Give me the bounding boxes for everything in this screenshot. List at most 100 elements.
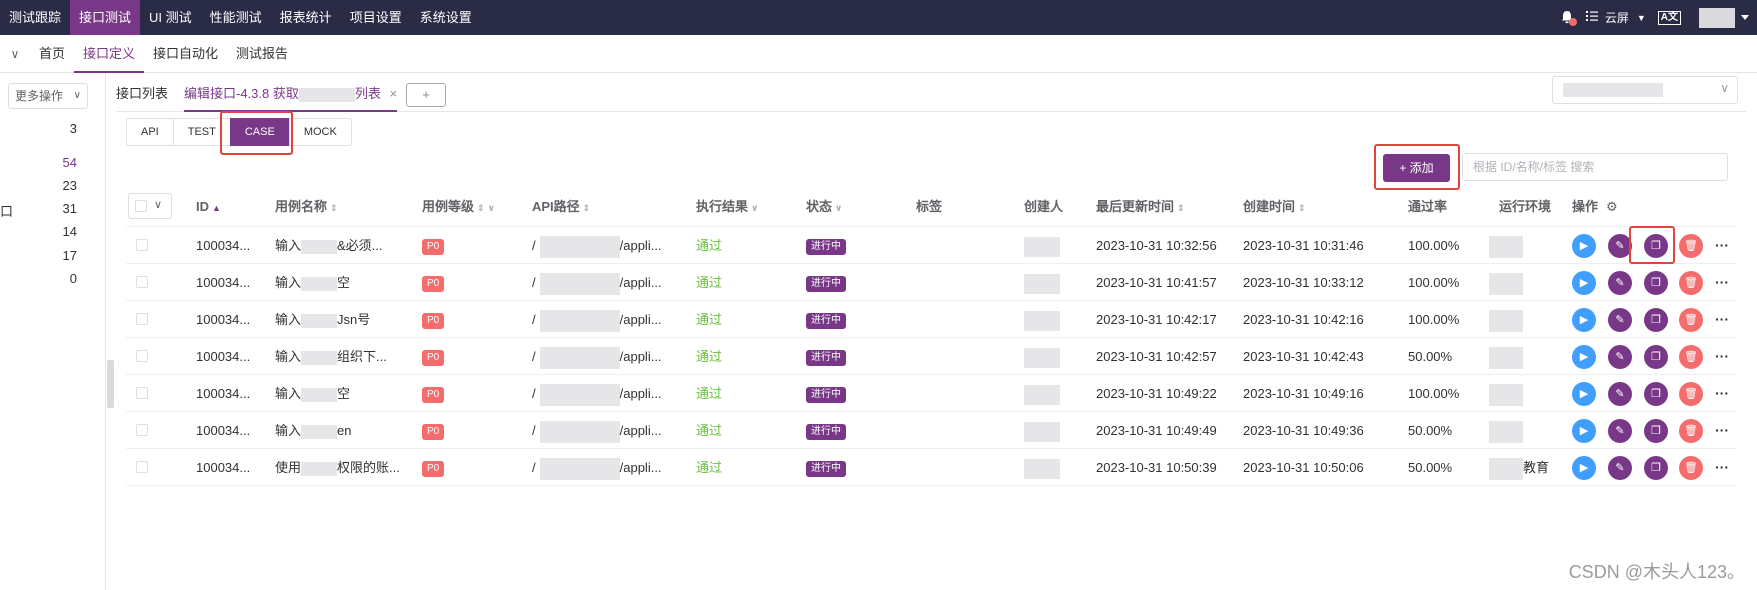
copy-icon[interactable]: ❐ xyxy=(1644,345,1668,369)
project-select[interactable]: ∨ xyxy=(1552,76,1738,104)
tree-node[interactable]: 口 31 xyxy=(0,201,77,219)
table-row[interactable]: 100034... 输入 &必须... P0 //appli... 通过 进行中 2023-1… xyxy=(126,227,1736,264)
workspace-caret-icon[interactable]: ▼ xyxy=(1636,12,1646,23)
table-row[interactable]: 100034... 使用 权限的账... P0 //appli... 通过 进行中 2023-… xyxy=(126,449,1736,486)
more-icon[interactable]: ··· xyxy=(1715,459,1729,475)
table-row[interactable]: 100034... 输入 en P0 //appli... 通过 进行中 2023-10-31… xyxy=(126,412,1736,449)
col-id[interactable]: ID ▲ xyxy=(196,199,221,214)
col-updated[interactable]: 最后更新时间 ⇕ xyxy=(1096,199,1185,214)
avatar-caret-icon[interactable] xyxy=(1741,15,1749,20)
edit-icon[interactable]: ✎ xyxy=(1608,308,1632,332)
sort-icon[interactable]: ⇕ xyxy=(1298,203,1306,213)
delete-icon[interactable]: 🗑 xyxy=(1679,456,1703,480)
edit-icon[interactable]: ✎ xyxy=(1608,456,1632,480)
delete-icon[interactable]: 🗑 xyxy=(1679,345,1703,369)
filter-icon[interactable]: ∨ xyxy=(835,203,843,213)
table-row[interactable]: 100034... 输入 Jsn号 P0 //appli... 通过 进行中 2023-10-… xyxy=(126,301,1736,338)
select-all-checkbox[interactable] xyxy=(135,200,147,212)
run-icon[interactable]: ▶ xyxy=(1572,234,1596,258)
tree-node[interactable]: 3 xyxy=(69,121,77,136)
sort-icon[interactable]: ▲ xyxy=(212,203,221,213)
more-icon[interactable]: ··· xyxy=(1715,348,1729,364)
select-all-dropdown[interactable]: ∨ xyxy=(128,193,172,219)
case-name[interactable]: 输入 组织下... xyxy=(275,349,387,365)
chevron-down-icon[interactable]: ∨ xyxy=(10,46,20,61)
language-icon[interactable]: A文 xyxy=(1657,10,1681,25)
run-icon[interactable]: ▶ xyxy=(1572,345,1596,369)
search-input[interactable]: 根据 ID/名称/标签 搜索 xyxy=(1462,153,1728,181)
more-icon[interactable]: ··· xyxy=(1715,274,1729,290)
subnav-api-automation[interactable]: 接口自动化 xyxy=(153,45,219,61)
run-icon[interactable]: ▶ xyxy=(1572,271,1596,295)
tree-node[interactable]: 0 xyxy=(69,271,77,286)
tab-edit-api[interactable]: 编辑接口-4.3.8 获取 列表 × xyxy=(184,80,398,112)
tree-node[interactable]: 17 xyxy=(62,248,77,263)
tree-node[interactable]: 54 xyxy=(62,155,77,170)
bell-icon[interactable] xyxy=(1559,9,1577,27)
copy-icon[interactable]: ❐ xyxy=(1644,456,1668,480)
copy-icon[interactable]: ❐ xyxy=(1644,271,1668,295)
topnav-project-settings[interactable]: 项目设置 xyxy=(349,10,402,25)
delete-icon[interactable]: 🗑 xyxy=(1679,419,1703,443)
tree-node[interactable]: 14 xyxy=(62,224,77,239)
case-name[interactable]: 输入 Jsn号 xyxy=(275,312,371,328)
seg-case[interactable]: CASE xyxy=(229,118,290,146)
copy-icon[interactable]: ❐ xyxy=(1644,308,1668,332)
table-row[interactable]: 100034... 输入 组织下... P0 //appli... 通过 进行中 2023-1… xyxy=(126,338,1736,375)
more-icon[interactable]: ··· xyxy=(1715,237,1729,253)
case-name[interactable]: 输入空 xyxy=(275,275,351,291)
sort-icon[interactable]: ⇕ xyxy=(330,203,338,213)
topnav-api-test[interactable]: 接口测试 xyxy=(70,0,141,35)
subnav-api-definition[interactable]: 接口定义 xyxy=(74,35,145,73)
subnav-test-report[interactable]: 测试报告 xyxy=(236,45,289,61)
case-name[interactable]: 输入空 xyxy=(275,386,351,402)
sort-icon[interactable]: ⇕ xyxy=(582,203,591,213)
row-checkbox[interactable] xyxy=(136,387,148,399)
edit-icon[interactable]: ✎ xyxy=(1608,345,1632,369)
delete-icon[interactable]: 🗑 xyxy=(1679,308,1703,332)
run-icon[interactable]: ▶ xyxy=(1572,382,1596,406)
topnav-performance[interactable]: 性能测试 xyxy=(209,10,262,25)
subnav-home[interactable]: 首页 xyxy=(39,45,66,61)
row-checkbox[interactable] xyxy=(136,461,148,473)
row-checkbox[interactable] xyxy=(136,424,148,436)
filter-icon[interactable]: ∨ xyxy=(751,203,759,213)
run-icon[interactable]: ▶ xyxy=(1572,308,1596,332)
topnav-system-settings[interactable]: 系统设置 xyxy=(419,10,472,25)
list-icon[interactable] xyxy=(1585,9,1599,26)
row-checkbox[interactable] xyxy=(136,313,148,325)
close-icon[interactable]: × xyxy=(389,86,398,101)
seg-mock[interactable]: MOCK xyxy=(288,118,352,146)
copy-icon[interactable]: ❐ xyxy=(1644,419,1668,443)
topnav-ui-test[interactable]: UI 测试 xyxy=(149,10,192,25)
col-level[interactable]: 用例等级 ⇕ ∨ xyxy=(422,199,495,214)
col-created[interactable]: 创建时间 ⇕ xyxy=(1243,199,1306,214)
more-ops-dropdown[interactable]: 更多操作 ∨ xyxy=(8,83,88,109)
sort-icon[interactable]: ⇕ xyxy=(1177,203,1185,213)
row-checkbox[interactable] xyxy=(136,276,148,288)
more-icon[interactable]: ··· xyxy=(1715,385,1729,401)
delete-icon[interactable]: 🗑 xyxy=(1679,382,1703,406)
more-icon[interactable]: ··· xyxy=(1715,422,1729,438)
panel-collapse-handle[interactable] xyxy=(107,360,114,408)
topnav-report[interactable]: 报表统计 xyxy=(279,10,332,25)
add-tab-button[interactable]: + xyxy=(406,83,446,107)
edit-icon[interactable]: ✎ xyxy=(1608,382,1632,406)
edit-icon[interactable]: ✎ xyxy=(1608,419,1632,443)
copy-icon[interactable]: ❐ xyxy=(1644,382,1668,406)
more-icon[interactable]: ··· xyxy=(1715,311,1729,327)
case-name[interactable]: 使用 权限的账... xyxy=(275,460,400,476)
row-checkbox[interactable] xyxy=(136,350,148,362)
delete-icon[interactable]: 🗑 xyxy=(1679,234,1703,258)
edit-icon[interactable]: ✎ xyxy=(1608,271,1632,295)
tree-node[interactable]: 23 xyxy=(62,178,77,193)
col-api-path[interactable]: API路径 ⇕ xyxy=(532,199,591,214)
case-name[interactable]: 输入 en xyxy=(275,423,352,439)
workspace-switch[interactable]: 云屏 xyxy=(1604,11,1629,25)
seg-api[interactable]: API xyxy=(126,118,174,146)
avatar[interactable] xyxy=(1699,7,1735,28)
topnav-test-track[interactable]: 测试跟踪 xyxy=(9,10,62,25)
delete-icon[interactable]: 🗑 xyxy=(1679,271,1703,295)
add-case-button[interactable]: + 添加 xyxy=(1383,154,1450,182)
filter-icon[interactable]: ∨ xyxy=(487,203,495,213)
